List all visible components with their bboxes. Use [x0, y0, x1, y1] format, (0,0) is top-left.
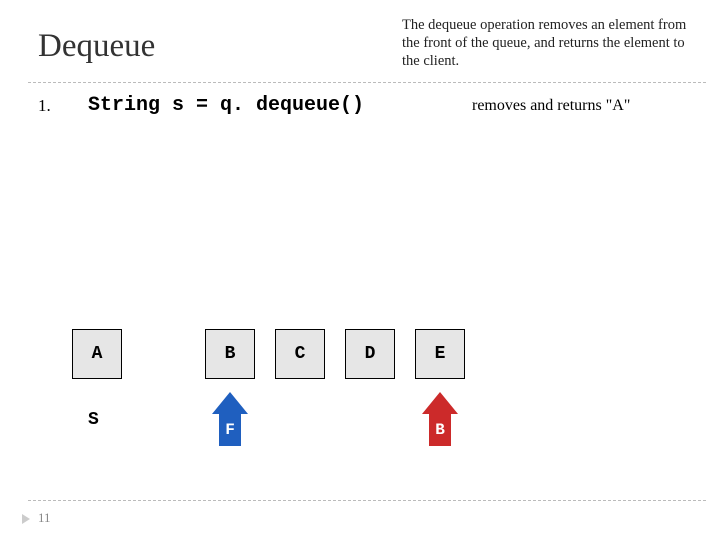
code-line: String s = q. dequeue() [88, 94, 364, 117]
back-pointer-arrow: B [422, 392, 458, 448]
queue-box-e: E [415, 329, 465, 379]
front-pointer-arrow: F [212, 392, 248, 448]
front-pointer-label: F [219, 414, 241, 446]
queue-box-b: B [205, 329, 255, 379]
variable-s-label: S [88, 410, 99, 430]
slide-description: The dequeue operation removes an element… [402, 16, 702, 70]
arrow-up-icon [422, 392, 458, 414]
divider-bottom [28, 500, 706, 501]
step-note: removes and returns "A" [472, 97, 630, 115]
queue-box-a: A [72, 329, 122, 379]
page-marker-icon [22, 514, 30, 524]
step-number: 1. [38, 96, 51, 116]
queue-box-d: D [345, 329, 395, 379]
slide-title: Dequeue [38, 28, 155, 65]
back-pointer-label: B [429, 414, 451, 446]
queue-box-c: C [275, 329, 325, 379]
slide: Dequeue The dequeue operation removes an… [0, 0, 720, 540]
arrow-up-icon [212, 392, 248, 414]
divider-top [28, 82, 706, 83]
page-number: 11 [38, 510, 51, 526]
